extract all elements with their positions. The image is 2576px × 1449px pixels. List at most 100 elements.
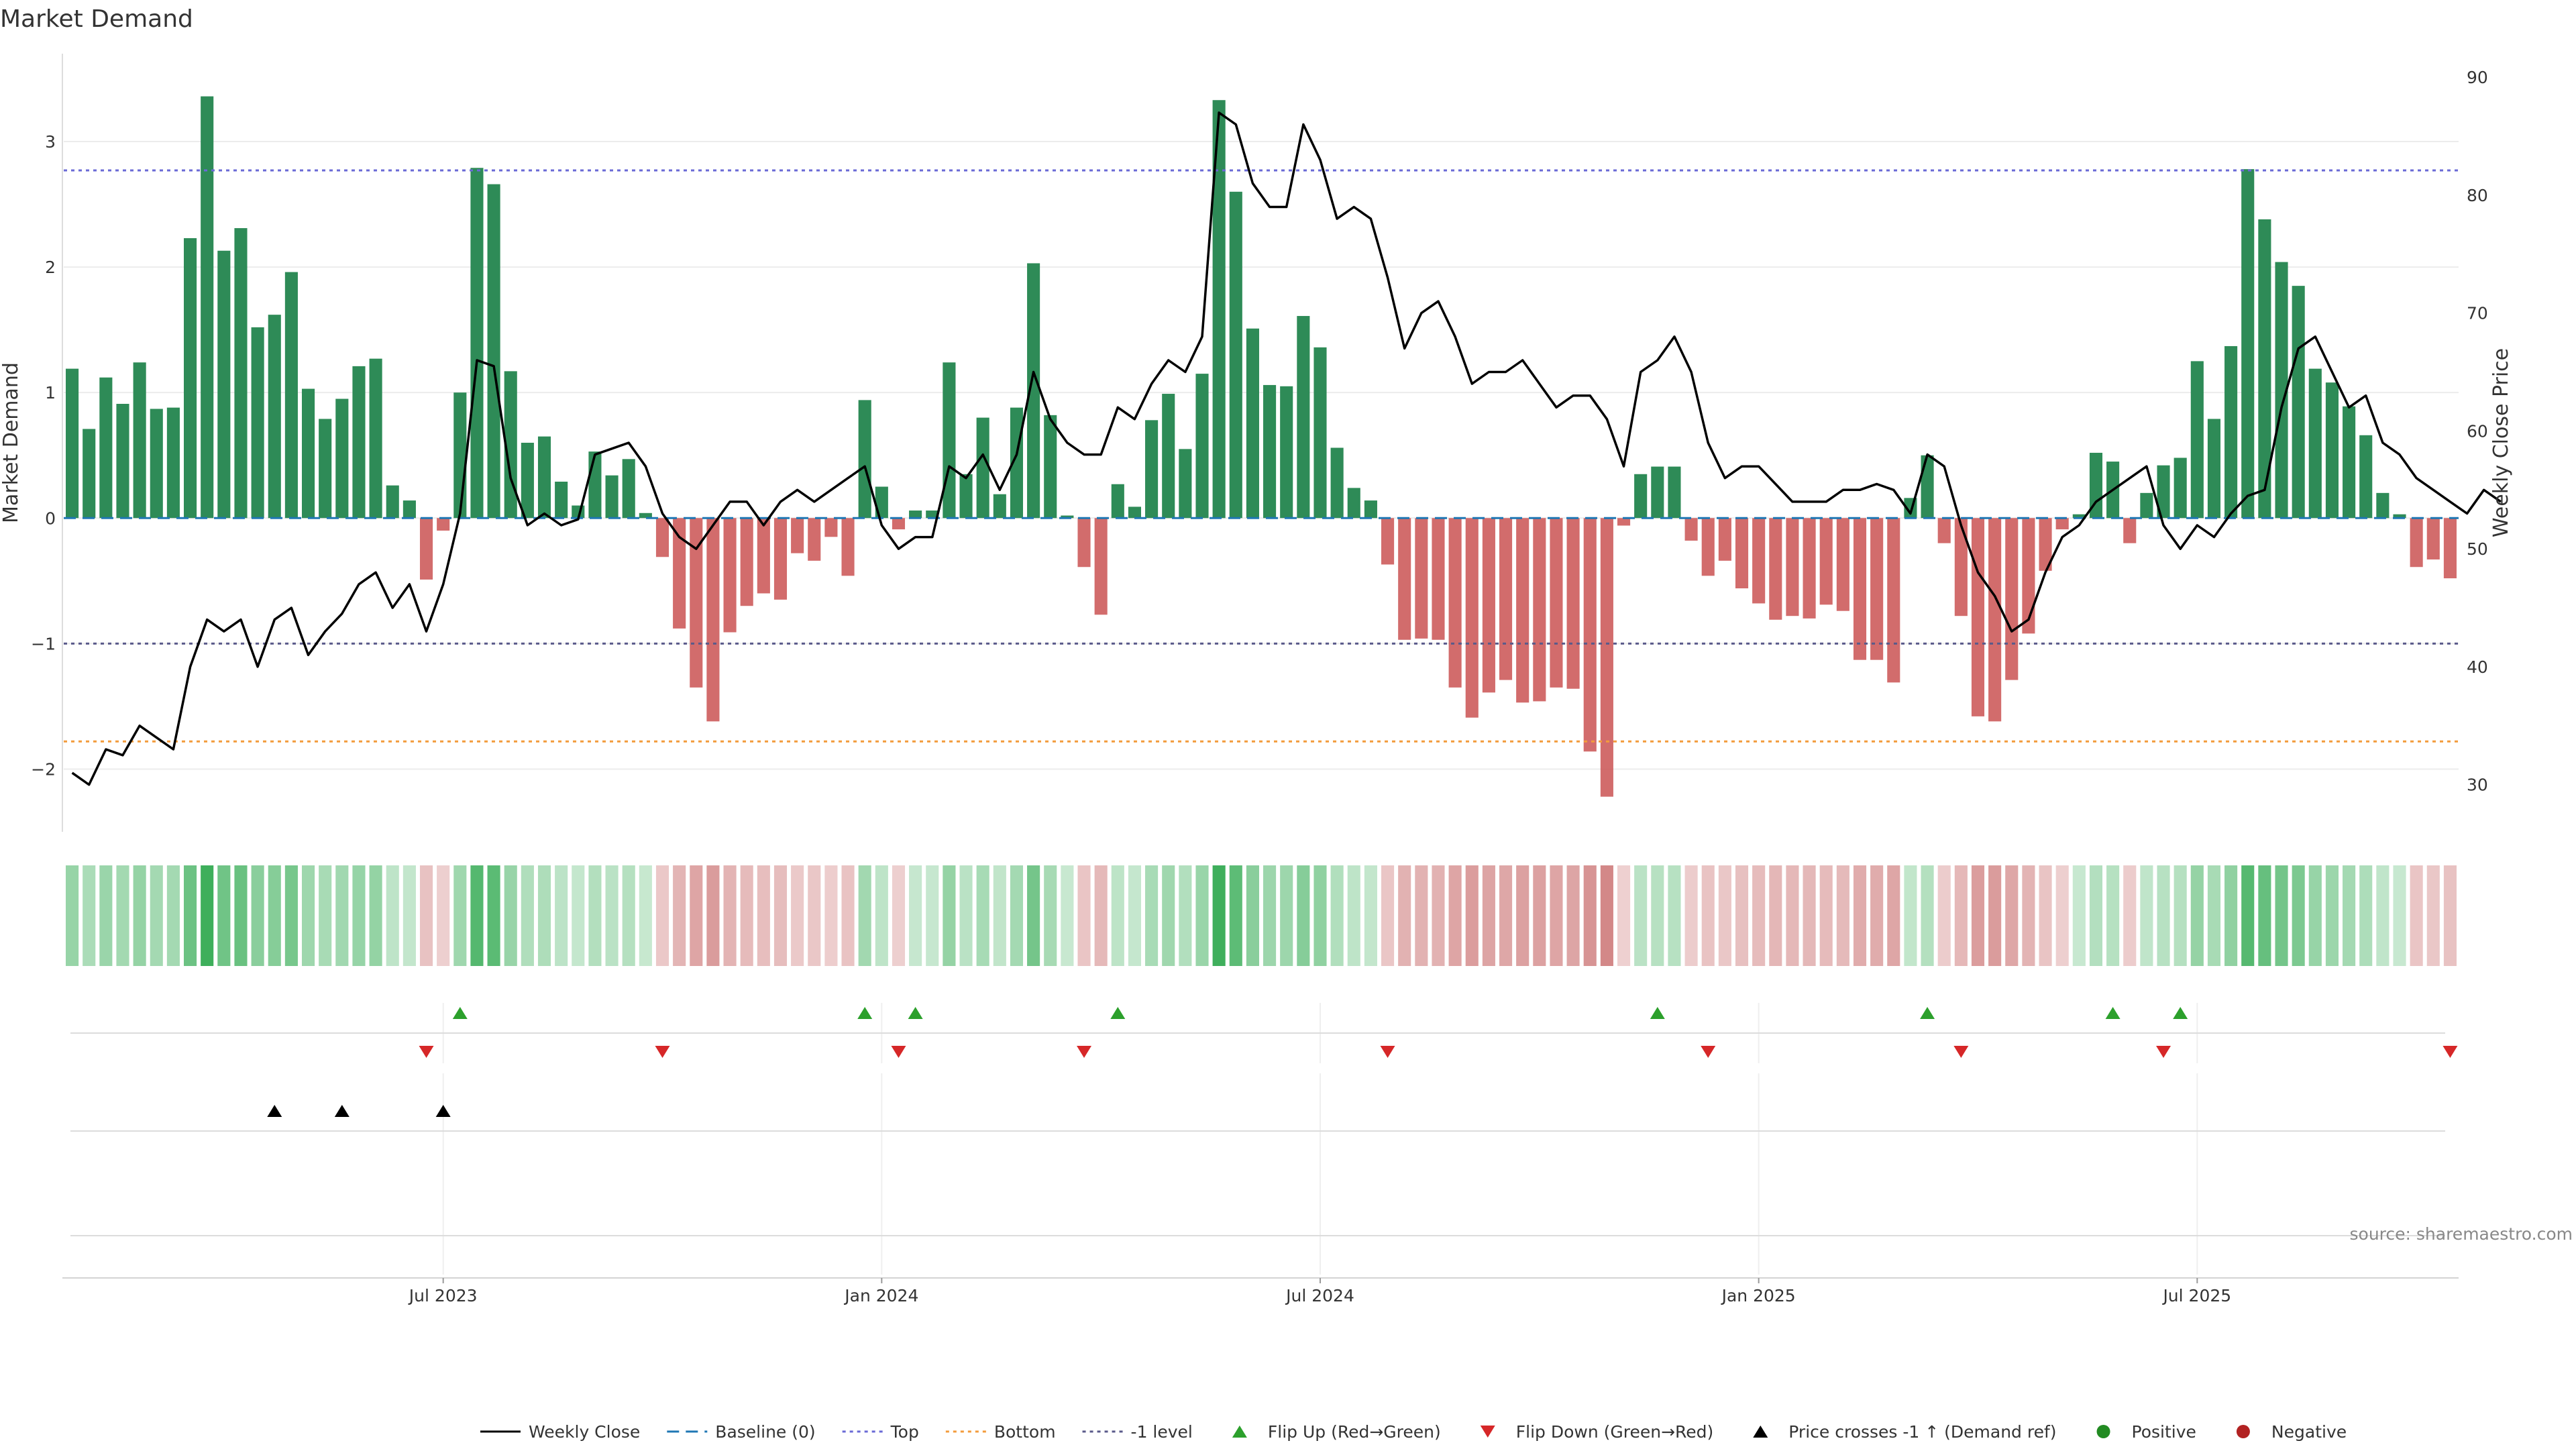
flip-down-marker (1077, 1046, 1092, 1058)
demand-bar (2140, 492, 2153, 519)
heat-cell (1010, 865, 1024, 966)
legend-label: Flip Up (Red→Green) (1268, 1422, 1441, 1442)
demand-bar (2241, 169, 2255, 519)
heat-cell (2224, 865, 2238, 966)
demand-bar (943, 362, 956, 519)
demand-bar (2039, 518, 2052, 571)
flip-down-marker (1701, 1046, 1716, 1058)
demand-bar (757, 518, 770, 594)
demand-bar (740, 518, 753, 606)
flip-down-marker (419, 1046, 434, 1058)
heat-cell (773, 865, 788, 966)
demand-bar (2022, 518, 2035, 634)
x-tick-label: Jul 2023 (408, 1286, 478, 1305)
demand-bar (1330, 447, 1344, 519)
demand-bar (2123, 518, 2137, 543)
demand-bar (1448, 518, 1462, 688)
heat-cell (1853, 865, 1867, 966)
demand-bar (791, 518, 804, 553)
heat-cell (1634, 865, 1648, 966)
heat-cell (2157, 865, 2170, 966)
demand-bar (1499, 518, 1513, 680)
demand-bar (1364, 500, 1377, 519)
demand-bar (1735, 518, 1749, 589)
demand-bar (1853, 518, 1867, 660)
heat-cell (572, 865, 585, 966)
demand-bar (99, 377, 113, 519)
y-left-tick-label: 0 (45, 508, 56, 528)
heat-cell (1870, 865, 1884, 966)
demand-bar (1246, 328, 1259, 519)
heat-cell (1061, 865, 1074, 966)
heat-cell (1347, 865, 1360, 966)
heat-cell (2190, 865, 2204, 966)
demand-bar (655, 518, 669, 557)
heat-cell (2039, 865, 2052, 966)
heat-cell (2174, 865, 2187, 966)
heat-cell (419, 865, 433, 966)
demand-bar (1684, 518, 1698, 541)
heat-cell (402, 865, 416, 966)
heat-cell (1988, 865, 2002, 966)
heat-cell (1246, 865, 1259, 966)
heat-cell (369, 865, 382, 966)
heat-cell (2410, 865, 2423, 966)
heat-cell (1330, 865, 1344, 966)
demand-bar (1668, 466, 1681, 519)
demand-bar (1634, 474, 1648, 519)
demand-bar (470, 168, 484, 519)
heat-cell (555, 865, 568, 966)
heat-cell (1566, 865, 1580, 966)
heat-cell (858, 865, 871, 966)
demand-bar (1398, 518, 1411, 640)
source-note: source: sharemaestro.com (2350, 1224, 2573, 1244)
demand-bar (1027, 263, 1040, 519)
y-right-tick-label: 90 (2467, 68, 2488, 87)
heat-cell (2022, 865, 2035, 966)
heat-cell (655, 865, 669, 966)
demand-bar (1752, 518, 1766, 604)
heat-cell (437, 865, 450, 966)
heat-cell (1533, 865, 1546, 966)
heat-cell (892, 865, 906, 966)
heat-cell (83, 865, 96, 966)
price-cross-marker (435, 1105, 451, 1117)
demand-bar (201, 96, 214, 519)
demand-bar (301, 388, 315, 519)
heat-cell (1364, 865, 1377, 966)
demand-bar (1212, 100, 1226, 519)
heat-cell (706, 865, 720, 966)
demand-bar (66, 368, 79, 519)
demand-panel: 3 2 1 0 −1 −2 90 80 70 60 50 40 30 (31, 54, 2502, 832)
demand-bar (184, 238, 197, 519)
demand-bar (234, 228, 248, 519)
demand-bar (386, 485, 399, 519)
heat-cell (1432, 865, 1445, 966)
heat-cell (1583, 865, 1597, 966)
heat-cell (184, 865, 197, 966)
heat-cell (1162, 865, 1175, 966)
heat-cell (1617, 865, 1631, 966)
heat-cell (740, 865, 753, 966)
flip-down-marker (1953, 1046, 1969, 1058)
legend-label: Flip Down (Green→Red) (1516, 1422, 1714, 1442)
flip-up-marker (2105, 1007, 2121, 1019)
heat-cell (959, 865, 973, 966)
demand-bar (892, 518, 906, 530)
flip-down-marker (891, 1046, 906, 1058)
demand-bar (622, 459, 635, 519)
heat-cell (487, 865, 500, 966)
demand-bar (2258, 219, 2271, 519)
heat-cell (757, 865, 770, 966)
heat-cell (1297, 865, 1310, 966)
heat-cell (875, 865, 888, 966)
demand-bar (2325, 382, 2339, 519)
demand-bar (1077, 518, 1091, 568)
demand-bar (2005, 518, 2019, 680)
demand-bar (335, 398, 349, 519)
y-left-tick-label: 1 (45, 383, 56, 402)
heat-cell (1381, 865, 1395, 966)
x-tick-label: Jan 2025 (1721, 1286, 1796, 1305)
demand-bar (1313, 347, 1327, 519)
x-tick-label: Jul 2024 (1285, 1286, 1354, 1305)
